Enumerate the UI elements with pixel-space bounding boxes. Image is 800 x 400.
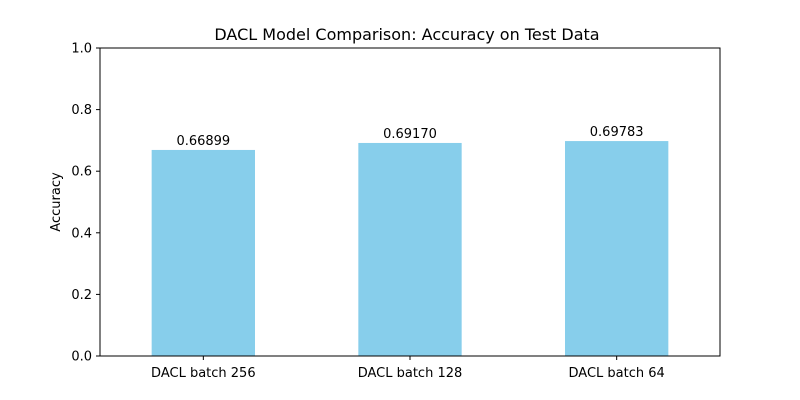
y-axis-ticks: 0.0 0.2 0.4 0.6 0.8 1.0 — [71, 42, 100, 365]
x-tick-label-0: DACL batch 256 — [151, 366, 256, 381]
y-tick-label-4: 0.8 — [71, 103, 92, 118]
bar-1 — [358, 142, 462, 356]
x-tick-label-1: DACL batch 128 — [358, 366, 463, 381]
y-tick-label-0: 0.0 — [71, 350, 92, 365]
data-label-0: 0.66899 — [176, 134, 230, 149]
bars-group — [151, 141, 669, 356]
y-tick-label-2: 0.4 — [71, 226, 92, 241]
bar-2 — [565, 141, 669, 356]
chart-title: DACL Model Comparison: Accuracy on Test … — [214, 25, 599, 44]
plot-frame — [99, 47, 721, 357]
data-labels-group: 0.66899 0.69170 0.69783 — [176, 125, 643, 149]
y-axis-label: Accuracy — [49, 172, 64, 232]
y-tick-label-5: 1.0 — [71, 42, 92, 57]
y-tick-label-1: 0.2 — [71, 288, 92, 303]
data-label-1: 0.69170 — [383, 127, 437, 142]
bar-0 — [151, 149, 255, 356]
y-tick-label-3: 0.6 — [71, 165, 92, 180]
data-label-2: 0.69783 — [590, 125, 644, 140]
x-tick-label-2: DACL batch 64 — [569, 366, 665, 381]
x-axis-ticks: DACL batch 256 DACL batch 128 DACL batch 6… — [151, 356, 665, 381]
